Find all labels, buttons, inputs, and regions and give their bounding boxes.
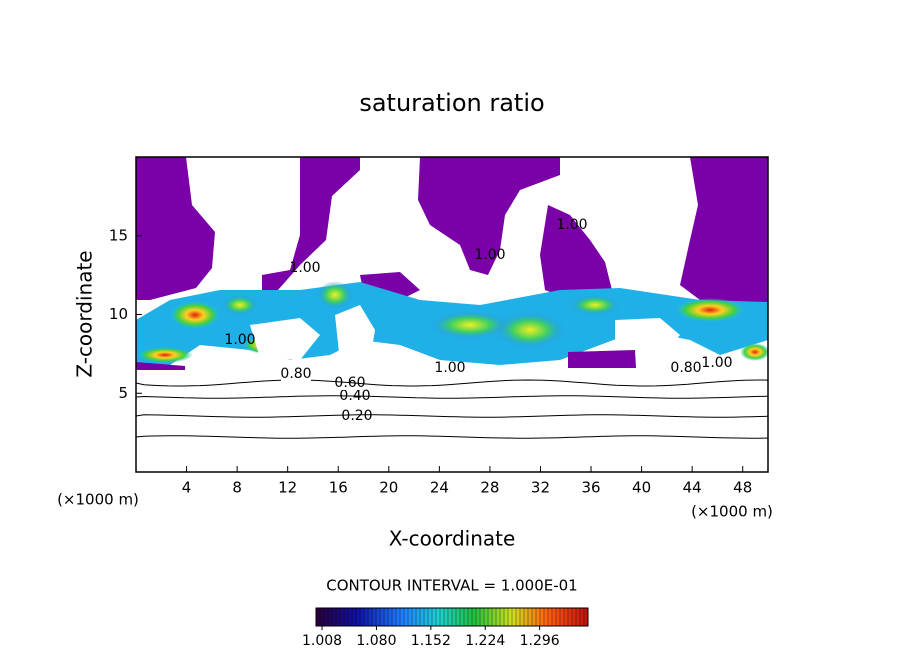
contour-line	[135, 435, 769, 439]
contour-label: 1.00	[224, 332, 255, 348]
chart-title: saturation ratio	[359, 89, 544, 117]
contour-label-bg	[671, 361, 701, 375]
y-tick-label: 5	[118, 384, 128, 402]
x-unit: (×1000 m)	[57, 491, 139, 509]
contour-line	[135, 395, 769, 399]
x-axis-label: X-coordinate	[389, 527, 516, 551]
colorbar-stripes	[319, 608, 585, 626]
x-tick-label: 20	[379, 479, 398, 497]
contour-label: 1.00	[556, 217, 587, 233]
region	[418, 157, 560, 275]
clear-region	[335, 305, 375, 362]
x-tick-label: 36	[581, 479, 600, 497]
colorbar-tick-label: 1.008	[302, 633, 342, 649]
x-tick-label: 48	[733, 479, 752, 497]
x-tick-label: 24	[430, 479, 449, 497]
x-tick-label: 40	[632, 479, 651, 497]
x-tick-label: 16	[329, 479, 348, 497]
x-tick-label: 32	[531, 479, 550, 497]
contour-label: 1.00	[474, 247, 505, 263]
contour-label: 0.80	[280, 366, 311, 382]
contour-label: 0.20	[341, 408, 372, 424]
contour-line	[135, 379, 769, 387]
contour-label: 1.00	[434, 360, 465, 376]
contour-interval: CONTOUR INTERVAL = 1.000E-01	[326, 577, 577, 595]
x-tick-label: 44	[683, 479, 702, 497]
colorbar-tick-label: 1.296	[520, 633, 560, 649]
x-tick-label: 28	[480, 479, 499, 497]
colorbar-tick-label: 1.224	[465, 633, 505, 649]
contour-label: 0.80	[670, 360, 701, 376]
y-axis-label: Z-coordinate	[73, 250, 97, 377]
clear-region	[250, 318, 320, 360]
contour-label: 1.00	[289, 260, 320, 276]
region	[540, 205, 612, 300]
contour-label: 1.00	[701, 355, 732, 371]
region	[262, 157, 360, 302]
contour-line	[135, 414, 769, 418]
colorbar	[315, 607, 589, 627]
region	[136, 362, 185, 370]
y-tick-label: 15	[109, 226, 128, 244]
contours: 0.200.400.600.80 0.801.001.001.001.001.00…	[135, 217, 769, 439]
contour-label-bg	[281, 367, 311, 381]
x-tick-label: 8	[232, 479, 242, 497]
field	[136, 157, 768, 370]
region	[568, 350, 636, 368]
x-tick-label: 12	[278, 479, 297, 497]
colorbar-tick-label: 1.080	[356, 633, 396, 649]
x-unit: (×1000 m)	[691, 503, 773, 521]
contour-label-bg	[342, 409, 372, 423]
x-tick-label: 4	[182, 479, 192, 497]
y-tick-label: 10	[109, 305, 128, 323]
region	[136, 157, 215, 300]
region	[680, 157, 768, 305]
colorbar-tick-label: 1.152	[411, 633, 451, 649]
